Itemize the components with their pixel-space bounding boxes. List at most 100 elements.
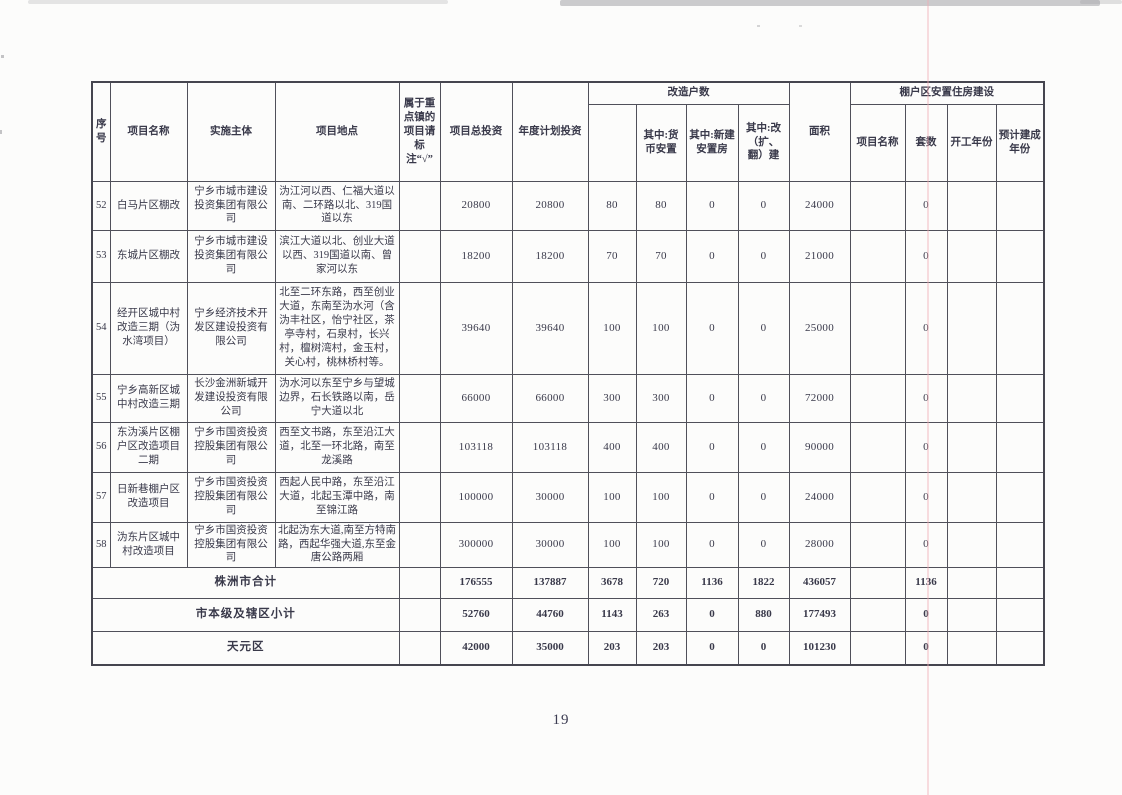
cell-rebuild: 0 xyxy=(737,229,790,283)
table-row: 55 宁乡高新区城中村改造三期 长沙金洲新城开发建设投资有限公司 沩水河以东至宁乡与望… xyxy=(91,373,1045,423)
table-body: 52 白马片区棚改 宁乡市城市建设投资集团有限公司 沩江河以西、仁福大道以南、二环路以… xyxy=(91,180,1045,666)
cell-location: 滨江大道以北、创业大道以西、319国道以南、曾家河以东 xyxy=(274,229,400,283)
cell-units: 0 xyxy=(904,180,948,231)
cell-monetary: 400 xyxy=(635,421,687,473)
cell-start-year xyxy=(946,180,997,231)
table-row: 54 经开区城中村改造三期（沩水湾项目） 宁乡经济技术开发区建设投资有限公司 北至二环… xyxy=(91,281,1045,375)
cell-monetary: 100 xyxy=(635,471,687,523)
cell-project-name: 日新巷棚户区改造项目 xyxy=(109,471,188,523)
cell-start-year xyxy=(946,471,997,523)
table-row: 57 日新巷棚户区改造项目 宁乡市国资投资控股集团有限公司 西起人民中路，东至沿江大道… xyxy=(91,471,1045,523)
cell-start-year xyxy=(946,373,997,423)
cell-location: 北至二环东路，西至创业大道，东南至沩水河（含沩丰社区，怡宁社区，茶亭寺村，石泉村… xyxy=(274,281,400,375)
cell-area: 21000 xyxy=(788,229,851,283)
cell-annual-investment: 18200 xyxy=(511,229,589,283)
cell-households-total: 80 xyxy=(587,180,637,231)
cell-completion-year xyxy=(995,630,1045,666)
header-resettlement-group: 棚户区安置住房建设 xyxy=(849,81,1045,105)
page-number: 19 xyxy=(552,712,570,728)
cell-rebuild: 0 xyxy=(737,373,790,423)
cell-rs-project-name xyxy=(849,180,906,231)
scan-artifact-speck xyxy=(757,25,760,27)
cell-key-town xyxy=(398,421,441,473)
cell-total-investment: 52760 xyxy=(439,597,513,632)
cell-new-resettlement: 0 xyxy=(685,421,739,473)
cell-project-name: 沩东片区城中村改造项目 xyxy=(109,521,188,568)
cell-project-name: 宁乡高新区城中村改造三期 xyxy=(109,373,188,423)
cell-households-total: 70 xyxy=(587,229,637,283)
cell-completion-year xyxy=(995,373,1045,423)
cell-rs-project-name xyxy=(849,421,906,473)
cell-rs-project-name xyxy=(849,566,906,599)
cell-completion-year xyxy=(995,229,1045,283)
table-row: 53 东城片区棚改 宁乡市城市建设投资集团有限公司 滨江大道以北、创业大道以西、319… xyxy=(91,229,1045,283)
cell-location: 沩水河以东至宁乡与望城边界，石长铁路以南，岳宁大道以北 xyxy=(274,373,400,423)
cell-monetary: 80 xyxy=(635,180,687,231)
cell-units: 0 xyxy=(904,521,948,568)
cell-annual-investment: 66000 xyxy=(511,373,589,423)
cell-key-town xyxy=(398,373,441,423)
scan-artifact-speck xyxy=(799,25,802,27)
cell-completion-year xyxy=(995,566,1045,599)
cell-area: 177493 xyxy=(788,597,851,632)
cell-rebuild: 0 xyxy=(737,471,790,523)
cell-total-investment: 176555 xyxy=(439,566,513,599)
cell-serial: 56 xyxy=(91,421,111,473)
cell-start-year xyxy=(946,566,997,599)
cell-new-resettlement: 0 xyxy=(685,597,739,632)
cell-rs-project-name xyxy=(849,521,906,568)
cell-annual-investment: 39640 xyxy=(511,281,589,375)
cell-key-town xyxy=(398,471,441,523)
cell-entity: 宁乡市国资投资控股集团有限公司 xyxy=(186,521,276,568)
cell-entity: 宁乡市国资投资控股集团有限公司 xyxy=(186,421,276,473)
cell-key-town xyxy=(398,229,441,283)
cell-key-town xyxy=(398,180,441,231)
cell-monetary: 100 xyxy=(635,281,687,375)
table-row: 58 沩东片区城中村改造项目 宁乡市国资投资控股集团有限公司 北起沩东大道,南至方特南… xyxy=(91,521,1045,568)
header-key-town-note: 属于重点镇的项目请标注“√” xyxy=(398,81,441,182)
cell-completion-year xyxy=(995,281,1045,375)
cell-rs-project-name xyxy=(849,471,906,523)
cell-new-resettlement: 0 xyxy=(685,180,739,231)
cell-rebuild: 0 xyxy=(737,281,790,375)
header-completion-year: 预计建成年份 xyxy=(995,103,1045,182)
cell-households-total: 100 xyxy=(587,521,637,568)
cell-entity: 宁乡市城市建设投资集团有限公司 xyxy=(186,180,276,231)
cell-completion-year xyxy=(995,597,1045,632)
cell-annual-investment: 20800 xyxy=(511,180,589,231)
cell-monetary: 100 xyxy=(635,521,687,568)
cell-units: 0 xyxy=(904,421,948,473)
cell-units: 0 xyxy=(904,373,948,423)
cell-annual-investment: 30000 xyxy=(511,521,589,568)
cell-rebuild: 0 xyxy=(737,630,790,666)
cell-monetary: 263 xyxy=(635,597,687,632)
cell-serial: 53 xyxy=(91,229,111,283)
header-renovation-total xyxy=(587,103,637,182)
header-start-year: 开工年份 xyxy=(946,103,997,182)
summary-label: 天元区 xyxy=(91,630,400,666)
cell-start-year xyxy=(946,229,997,283)
cell-new-resettlement: 0 xyxy=(685,281,739,375)
projects-table-sheet: 序号 项目名称 实施主体 项目地点 属于重点镇的项目请标注“√” 项目总投资 年… xyxy=(91,81,1045,666)
cell-annual-investment: 30000 xyxy=(511,471,589,523)
cell-completion-year xyxy=(995,471,1045,523)
cell-new-resettlement: 0 xyxy=(685,630,739,666)
cell-units: 0 xyxy=(904,597,948,632)
cell-project-name: 东城片区棚改 xyxy=(109,229,188,283)
header-location: 项目地点 xyxy=(274,81,400,182)
header-monetary: 其中:货币安置 xyxy=(635,103,687,182)
header-entity: 实施主体 xyxy=(186,81,276,182)
cell-households-total: 100 xyxy=(587,281,637,375)
header-project-name: 项目名称 xyxy=(109,81,188,182)
summary-row: 天元区 42000 35000 203 203 0 0 101230 0 xyxy=(91,630,1045,666)
scan-artifact-streak xyxy=(1080,0,1122,4)
cell-households-total: 100 xyxy=(587,471,637,523)
cell-entity: 宁乡经济技术开发区建设投资有限公司 xyxy=(186,281,276,375)
cell-households-total: 300 xyxy=(587,373,637,423)
scan-artifact-pink-line xyxy=(927,0,929,795)
cell-completion-year xyxy=(995,421,1045,473)
header-area: 面积 xyxy=(788,81,851,182)
cell-location: 西起人民中路，东至沿江大道，北起玉潭中路，南至锦江路 xyxy=(274,471,400,523)
cell-start-year xyxy=(946,597,997,632)
cell-new-resettlement: 0 xyxy=(685,471,739,523)
